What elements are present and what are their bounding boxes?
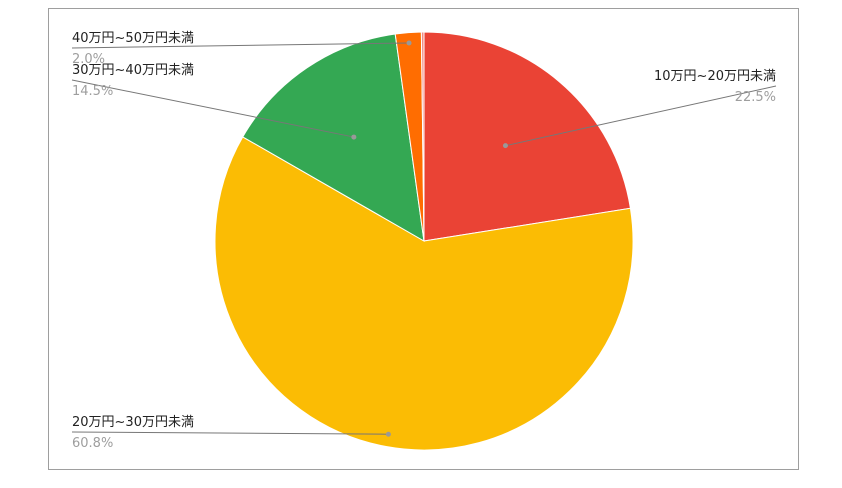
slice-percent-0: 22.5% — [735, 90, 776, 105]
pie-slice-0 — [423, 31, 631, 242]
leader-dot-0 — [502, 143, 508, 149]
pie-slice-4 — [420, 31, 425, 242]
leader-line-1 — [71, 431, 389, 435]
leader-dot-1 — [385, 431, 391, 437]
leader-line-0 — [505, 85, 777, 147]
slice-label-2: 30万円~40万円未満 — [72, 63, 194, 78]
leader-dot-3 — [406, 40, 412, 46]
slice-label-0: 10万円~20万円未満 — [654, 69, 776, 84]
leader-line-2 — [71, 79, 354, 138]
pie-slice-2 — [242, 33, 425, 242]
leader-line-3 — [71, 42, 410, 49]
leader-dot-2 — [351, 134, 357, 140]
pie-slice-1 — [214, 136, 634, 451]
chart-frame — [48, 8, 799, 470]
slice-label-3: 40万円~50万円未満 — [72, 31, 194, 46]
slice-percent-1: 60.8% — [72, 436, 113, 451]
slice-percent-3: 2.0% — [72, 52, 105, 67]
slice-percent-2: 14.5% — [72, 84, 113, 99]
slice-label-1: 20万円~30万円未満 — [72, 415, 194, 430]
